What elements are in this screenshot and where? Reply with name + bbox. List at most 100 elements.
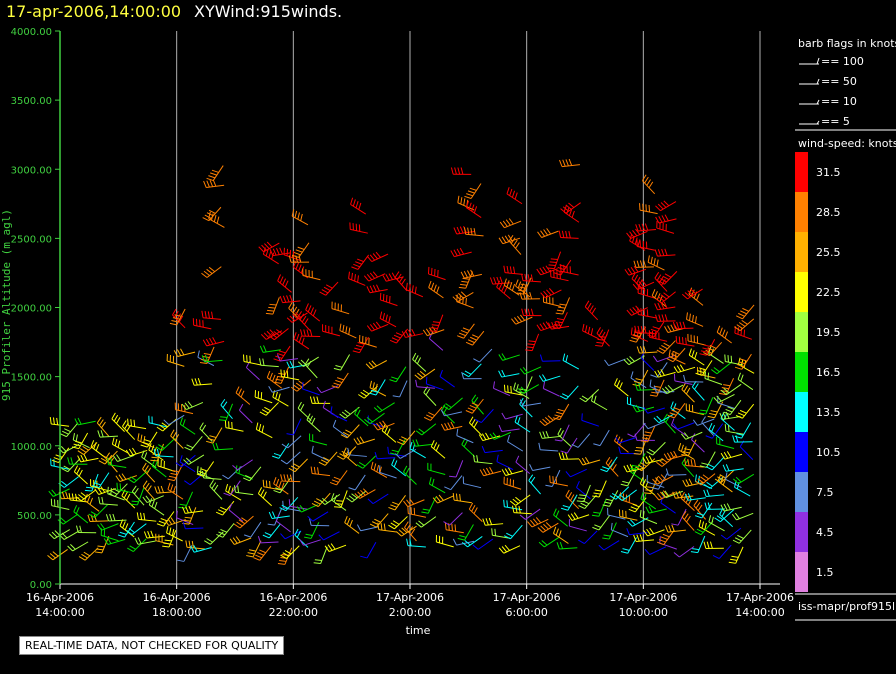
wind-barb <box>536 321 559 332</box>
wind-barb <box>169 308 186 326</box>
wind-barb <box>396 430 416 446</box>
wind-barb <box>472 538 494 550</box>
wind-barb <box>552 403 570 421</box>
barb-flag <box>672 403 677 411</box>
barb-flag <box>682 321 686 329</box>
barb-flag <box>282 552 290 557</box>
barb-flag <box>415 522 422 528</box>
barb-flag <box>78 469 83 477</box>
barb-flag <box>633 260 637 268</box>
barb-flag <box>171 469 179 473</box>
wind-barb <box>324 543 347 552</box>
barb-flag <box>218 531 226 536</box>
barb-flag <box>479 469 485 477</box>
barb-flag <box>464 540 471 546</box>
barb-flag <box>570 513 576 520</box>
barb-flag <box>656 274 662 281</box>
barb-flag <box>496 276 500 284</box>
barb-flag <box>598 544 605 551</box>
barb-staff <box>560 270 579 276</box>
barb-flag <box>206 212 214 217</box>
barb-flag <box>679 364 685 371</box>
barb-flag <box>203 353 211 356</box>
wind-barb <box>672 321 694 330</box>
wind-barb <box>519 292 540 300</box>
barb-flag <box>657 492 663 499</box>
barb-flag <box>543 290 549 297</box>
barb-flag <box>678 336 681 344</box>
barb-flag <box>411 328 416 336</box>
wind-barb <box>716 325 732 344</box>
barb-flag <box>382 420 388 427</box>
barb-flag <box>461 541 468 548</box>
barb-flag <box>131 447 137 455</box>
barb-staff <box>407 545 426 548</box>
barb-legend-flag <box>816 120 820 125</box>
wind-barb <box>432 494 455 504</box>
barb-flag <box>160 485 164 493</box>
barb-flag <box>473 206 478 214</box>
barb-flag <box>282 500 284 508</box>
barb-flag <box>354 274 356 282</box>
barb-flag <box>305 533 313 537</box>
barb-flag <box>471 394 477 401</box>
barb-staff <box>687 340 706 346</box>
wind-barb <box>262 523 281 539</box>
barb-flag <box>309 396 313 404</box>
wind-barb <box>309 433 328 446</box>
wind-barb <box>461 371 482 380</box>
barb-staff <box>435 314 444 332</box>
colorbar-swatch <box>795 392 808 432</box>
wind-barb <box>457 524 474 541</box>
barb-staff <box>649 546 667 556</box>
barb-flag <box>272 374 276 382</box>
wind-barb <box>309 518 330 527</box>
wind-barb <box>452 291 474 303</box>
axes: 16-Apr-200614:00:0016-Apr-200618:00:0016… <box>0 27 794 637</box>
barb-flag <box>183 519 191 522</box>
barb-flag <box>65 491 69 499</box>
barb-flag <box>673 366 679 373</box>
wind-barb <box>257 536 279 544</box>
barb-flag <box>640 308 642 316</box>
barb-flag <box>114 439 118 447</box>
barb-staff <box>235 491 254 496</box>
barb-staff <box>562 360 580 370</box>
barb-flag <box>464 370 472 375</box>
barb-flag <box>375 251 381 258</box>
wind-barb <box>166 525 183 542</box>
barb-staff <box>583 484 591 502</box>
barb-flag <box>684 493 689 501</box>
wind-barb <box>305 303 321 322</box>
barb-flag <box>498 370 503 378</box>
barb-flag <box>641 437 650 440</box>
barb-flag <box>657 541 664 546</box>
barb-flag <box>470 227 473 235</box>
barb-staff <box>137 487 145 505</box>
barb-flag <box>142 496 148 503</box>
barb-staff <box>63 476 79 488</box>
barb-staff <box>639 209 658 215</box>
wind-barb <box>414 368 436 380</box>
barb-flag <box>643 407 648 414</box>
wind-barb <box>671 418 687 437</box>
barb-staff <box>523 277 532 295</box>
barb-flag <box>276 248 280 255</box>
barb-flag <box>67 545 73 552</box>
wind-barb <box>680 431 703 440</box>
wind-barb <box>481 445 503 454</box>
wind-barb <box>465 398 484 414</box>
barb-flag <box>535 517 542 524</box>
barb-staff <box>716 362 732 375</box>
barb-flag <box>198 470 206 475</box>
barb-flag <box>61 491 66 499</box>
barb-flag <box>90 440 95 447</box>
barb-flag <box>568 231 571 239</box>
barb-flag <box>154 486 158 494</box>
barb-flag <box>374 451 378 459</box>
wind-barb <box>201 354 223 363</box>
barb-flag <box>131 485 137 492</box>
wind-barb <box>57 513 79 525</box>
barb-flag <box>660 278 667 283</box>
barb-flag <box>648 331 656 335</box>
